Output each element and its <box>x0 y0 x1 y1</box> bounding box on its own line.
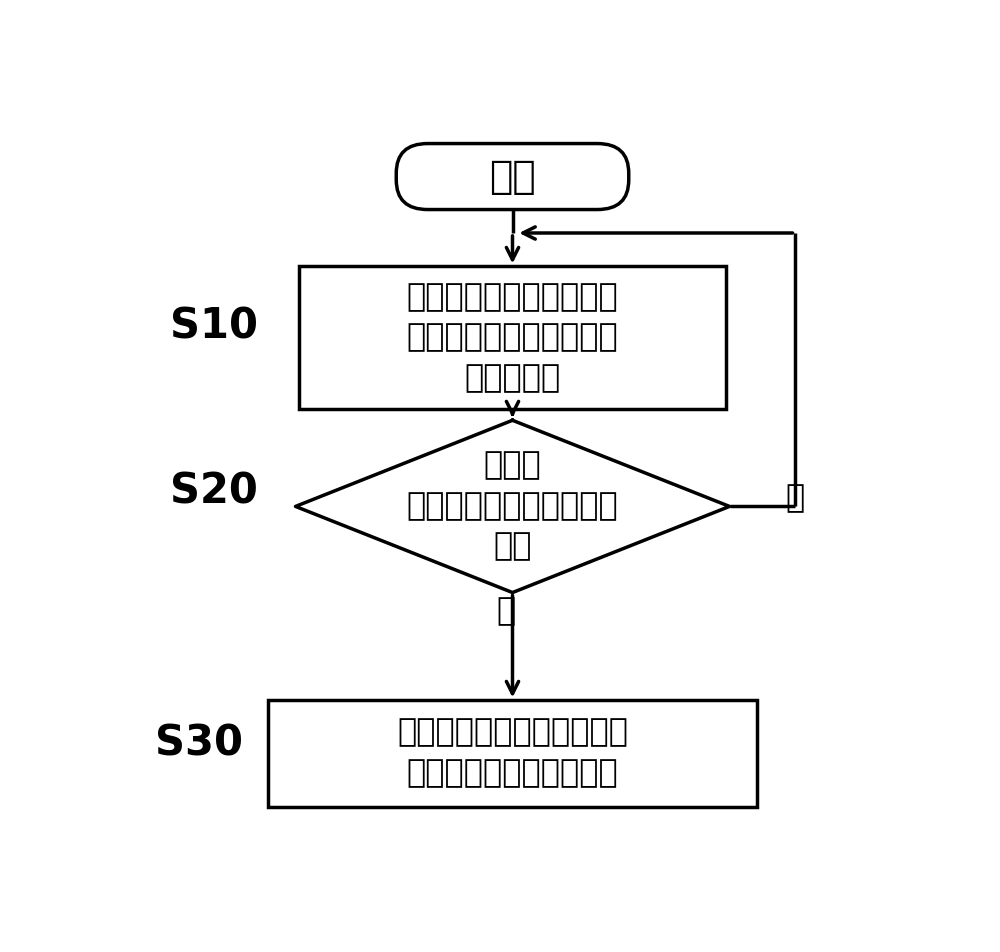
Polygon shape <box>296 420 730 592</box>
Text: S20: S20 <box>170 470 258 513</box>
Bar <box>268 701 757 806</box>
Text: 获取容置空间内的第一温
度以及空调室所处空间内
的第二温度: 获取容置空间内的第一温 度以及空调室所处空间内 的第二温度 <box>407 282 618 394</box>
Text: 开始: 开始 <box>489 157 536 195</box>
Text: 根据第一温度和第二温度调
节空调室内机的运行模式: 根据第一温度和第二温度调 节空调室内机的运行模式 <box>397 718 628 789</box>
Text: 第一温
度是否处于预设温度范围
之内: 第一温 度是否处于预设温度范围 之内 <box>407 450 618 563</box>
Bar <box>299 267 726 409</box>
Text: S30: S30 <box>155 723 243 764</box>
Text: S10: S10 <box>170 306 258 347</box>
Text: 否: 否 <box>497 596 516 626</box>
Text: 是: 是 <box>786 484 805 515</box>
FancyBboxPatch shape <box>396 144 629 209</box>
